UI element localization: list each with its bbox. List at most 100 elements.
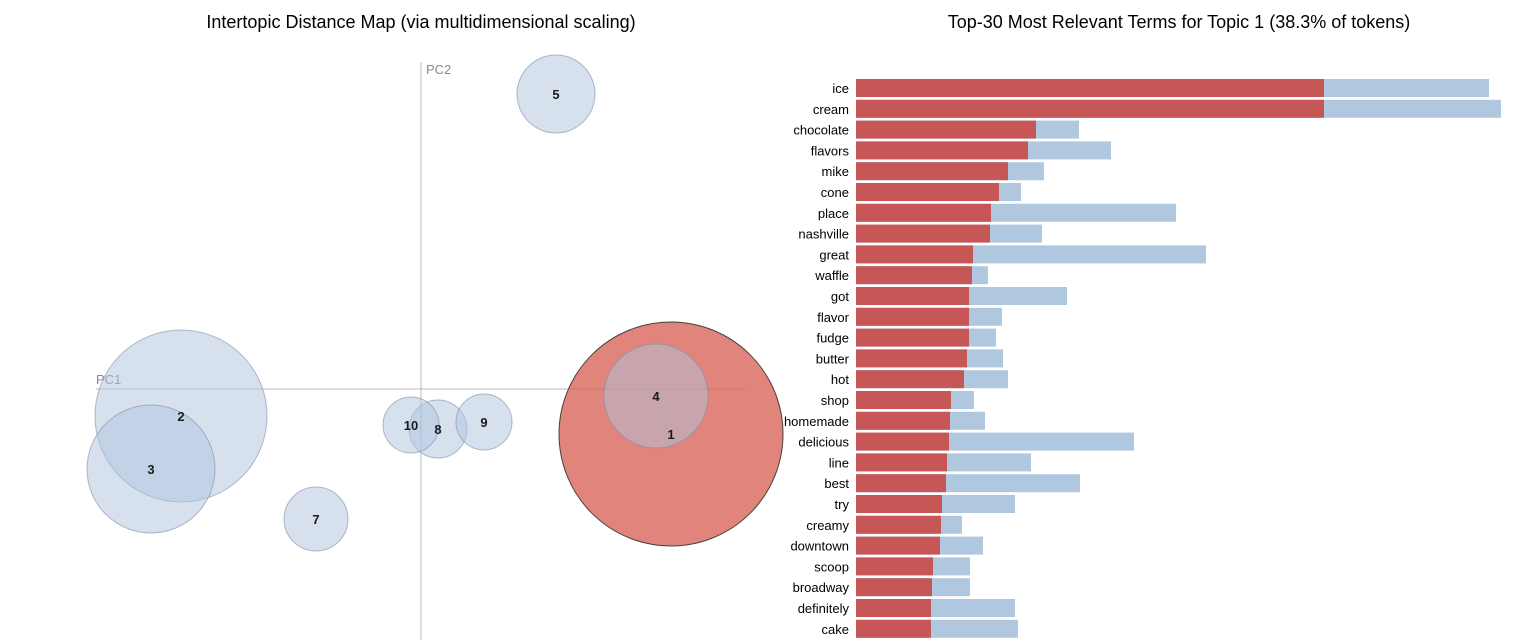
term-label: fudge (816, 331, 849, 346)
topic-bubbles (86, 54, 784, 552)
term-row[interactable]: delicious (798, 432, 1134, 451)
term-row[interactable]: homemade (784, 411, 985, 430)
term-row[interactable]: flavors (811, 141, 1111, 160)
topic-label-10: 10 (404, 418, 418, 433)
term-row[interactable]: waffle (814, 266, 988, 285)
estimated-frequency-bar (856, 183, 999, 201)
term-label: ice (832, 81, 849, 96)
term-row[interactable]: hot (831, 370, 1008, 389)
intertopic-map-title: Intertopic Distance Map (via multidimens… (206, 12, 635, 32)
topic-bubble-5[interactable] (516, 54, 596, 134)
term-label: place (818, 206, 849, 221)
topic-bubble-4[interactable] (603, 343, 709, 449)
estimated-frequency-bar (856, 432, 949, 451)
term-row[interactable]: scoop (814, 557, 970, 576)
term-label: definitely (798, 601, 850, 616)
estimated-frequency-bar (856, 578, 932, 597)
estimated-frequency-bar (856, 99, 1324, 118)
term-row[interactable]: definitely (798, 599, 1015, 617)
term-label: broadway (793, 580, 850, 595)
estimated-frequency-bar (856, 120, 1036, 139)
estimated-frequency-bar (856, 203, 991, 222)
estimated-frequency-bar (856, 619, 931, 638)
term-bars: ice cream chocolate flavors mike cone place nas… (784, 79, 1501, 638)
term-row[interactable]: flavor (817, 307, 1002, 326)
term-row[interactable]: great (819, 245, 1206, 264)
term-row[interactable]: butter (816, 349, 1003, 368)
term-row[interactable]: try (835, 495, 1015, 513)
term-row[interactable]: broadway (793, 578, 970, 597)
topic-label-4: 4 (652, 389, 660, 404)
term-label: best (824, 476, 849, 491)
term-row[interactable]: downtown (790, 536, 983, 555)
term-label: delicious (798, 435, 849, 450)
term-label: waffle (814, 268, 849, 283)
estimated-frequency-bar (856, 287, 969, 305)
estimated-frequency-bar (856, 162, 1008, 181)
topic-bubble-9[interactable] (455, 393, 513, 451)
term-label: flavor (817, 310, 849, 325)
estimated-frequency-bar (856, 599, 931, 617)
term-row[interactable]: ice (832, 79, 1489, 97)
term-label: hot (831, 372, 849, 387)
term-row[interactable]: cake (822, 619, 1018, 638)
term-row[interactable]: fudge (816, 328, 996, 347)
relevant-terms-panel: Top-30 Most Relevant Terms for Topic 1 (… (784, 12, 1501, 638)
term-row[interactable]: line (829, 453, 1031, 472)
topic-bubble-7[interactable] (283, 486, 349, 552)
topic-label-1: 1 (667, 427, 674, 442)
term-row[interactable]: cream (813, 99, 1501, 118)
relevant-terms-title: Top-30 Most Relevant Terms for Topic 1 (… (948, 12, 1411, 32)
term-label: creamy (806, 518, 849, 533)
topic-bubble-10[interactable] (382, 396, 440, 454)
term-label: great (819, 247, 849, 262)
term-row[interactable]: nashville (798, 224, 1042, 243)
term-label: nashville (798, 227, 849, 242)
topic-label-3: 3 (147, 462, 154, 477)
term-label: cream (813, 102, 849, 117)
term-label: shop (821, 393, 849, 408)
estimated-frequency-bar (856, 328, 969, 347)
term-row[interactable]: shop (821, 391, 974, 409)
estimated-frequency-bar (856, 307, 969, 326)
term-row[interactable]: place (818, 203, 1176, 222)
estimated-frequency-bar (856, 79, 1324, 97)
estimated-frequency-bar (856, 411, 950, 430)
topic-label-9: 9 (480, 415, 487, 430)
estimated-frequency-bar (856, 474, 946, 493)
term-row[interactable]: best (824, 474, 1080, 493)
topic-label-2: 2 (177, 409, 184, 424)
term-row[interactable]: mike (822, 162, 1044, 181)
topic-bubble-3[interactable] (86, 404, 216, 534)
term-label: cone (821, 185, 849, 200)
term-label: chocolate (793, 123, 849, 138)
term-label: butter (816, 351, 850, 366)
estimated-frequency-bar (856, 245, 973, 264)
estimated-frequency-bar (856, 536, 940, 555)
estimated-frequency-bar (856, 349, 967, 368)
term-label: homemade (784, 414, 849, 429)
term-row[interactable]: chocolate (793, 120, 1079, 139)
estimated-frequency-bar (856, 557, 933, 576)
estimated-frequency-bar (856, 141, 1028, 160)
term-label: flavors (811, 143, 850, 158)
term-row[interactable]: got (831, 287, 1067, 305)
term-label: line (829, 455, 849, 470)
estimated-frequency-bar (856, 515, 941, 534)
term-label: mike (822, 164, 849, 179)
topic-label-7: 7 (312, 512, 319, 527)
topic-labels: 1 2 3 4 5 7 8 9 10 (147, 87, 674, 527)
estimated-frequency-bar (856, 453, 947, 472)
term-label: try (835, 497, 850, 512)
pc2-axis-label: PC2 (426, 62, 451, 77)
estimated-frequency-bar (856, 495, 942, 513)
estimated-frequency-bar (856, 224, 990, 243)
estimated-frequency-bar (856, 266, 972, 285)
topic-label-5: 5 (552, 87, 559, 102)
term-label: cake (822, 622, 849, 637)
term-label: downtown (790, 539, 849, 554)
term-row[interactable]: cone (821, 183, 1021, 201)
term-row[interactable]: creamy (806, 515, 962, 534)
